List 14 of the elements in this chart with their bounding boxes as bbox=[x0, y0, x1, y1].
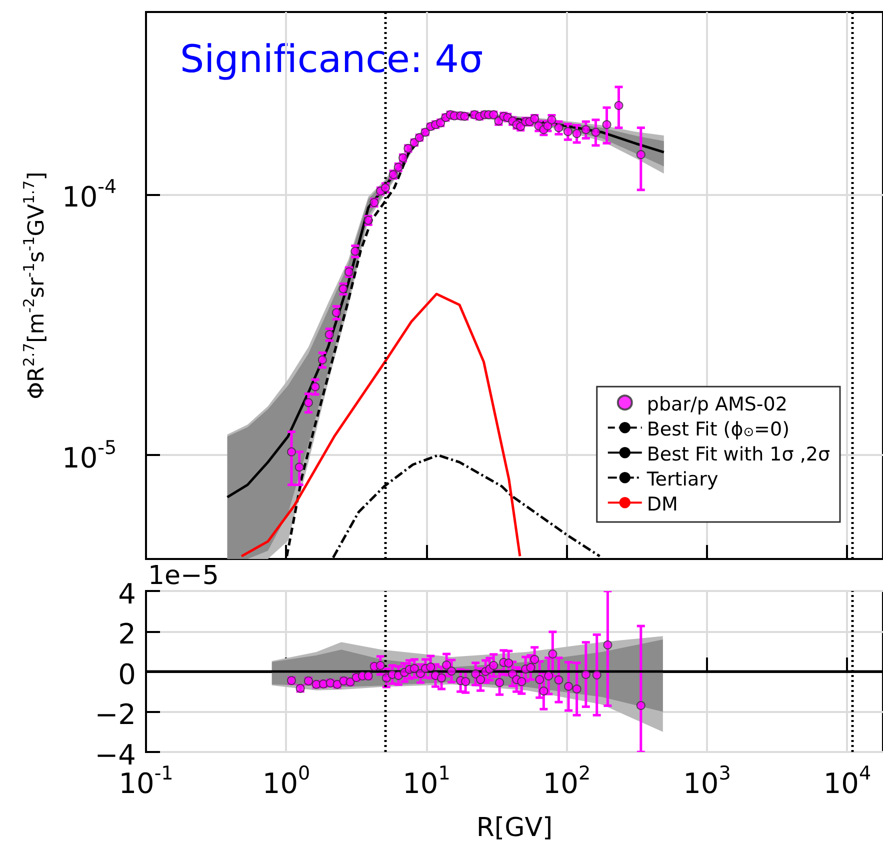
legend-label: Tertiary bbox=[646, 468, 718, 490]
legend-label: DM bbox=[646, 494, 678, 516]
y-tick-label: −2 bbox=[94, 698, 136, 732]
text: ΦR2.7[m-2sr-1s-1GV1.7] bbox=[20, 172, 50, 400]
legend-label: Best Fit with 1σ ,2σ bbox=[646, 444, 830, 466]
legend-label: Best Fit (ϕ⊙=0) bbox=[646, 418, 790, 440]
y-tick-label: 2 bbox=[118, 618, 136, 651]
annotation: Significance: 4σ bbox=[180, 37, 484, 81]
x-axis-title: R[GV] bbox=[476, 813, 553, 844]
y-tick-label: −4 bbox=[94, 738, 136, 772]
legend-label: pbar/p AMS-02 bbox=[646, 394, 788, 416]
text: 1e−5 bbox=[148, 561, 219, 591]
y-tick-label: 0 bbox=[118, 658, 136, 691]
y-tick-label: 4 bbox=[118, 577, 136, 610]
